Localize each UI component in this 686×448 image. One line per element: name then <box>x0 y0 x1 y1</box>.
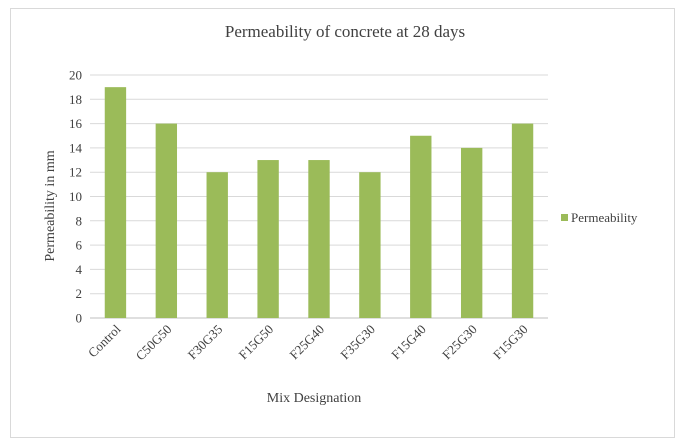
y-tick-label: 14 <box>69 140 83 155</box>
x-tick-label: C50G50 <box>133 322 175 364</box>
bars <box>104 87 534 319</box>
y-tick-label: 10 <box>69 189 82 204</box>
x-tick-labels: Control C50G50 F30G35 F15G50 F25G40 F35G30 F15… <box>85 321 531 363</box>
y-tick-label: 2 <box>76 286 83 301</box>
y-tick-label: 20 <box>69 68 82 83</box>
bar <box>410 135 432 318</box>
x-tick-label: F30G35 <box>185 322 226 363</box>
y-tick-label: 8 <box>76 213 83 228</box>
bar <box>104 87 127 319</box>
y-tick-label: 0 <box>76 311 83 326</box>
x-tick-label: F25G30 <box>439 322 480 363</box>
bar <box>511 123 534 318</box>
bar <box>359 172 381 318</box>
bar <box>206 172 228 318</box>
y-tick-label: 6 <box>76 238 83 253</box>
y-tick-label: 4 <box>76 262 83 277</box>
y-tick-label: 16 <box>69 116 83 131</box>
y-tick-label: 12 <box>69 165 82 180</box>
x-tick-label: Control <box>85 321 124 360</box>
y-tick-label: 18 <box>69 92 82 107</box>
x-tick-label: F35G30 <box>337 322 378 363</box>
x-tick-label: F25G40 <box>286 322 327 363</box>
legend-swatch <box>561 214 568 221</box>
bar <box>308 160 330 318</box>
legend: Permeability <box>561 210 638 225</box>
x-tick-label: F15G50 <box>235 322 276 363</box>
legend-label: Permeability <box>571 210 638 225</box>
bar <box>155 123 178 318</box>
bar <box>257 160 279 318</box>
y-tick-labels: 0 2 4 6 8 10 12 14 16 18 20 <box>69 68 83 326</box>
x-axis-title: Mix Designation <box>267 391 362 406</box>
chart-title: Permeability of concrete at 28 days <box>225 22 465 41</box>
x-tick-label: F15G30 <box>490 322 531 363</box>
y-axis-title: Permeability in mm <box>43 150 58 261</box>
x-tick-label: F15G40 <box>388 322 429 363</box>
bar <box>460 147 483 318</box>
